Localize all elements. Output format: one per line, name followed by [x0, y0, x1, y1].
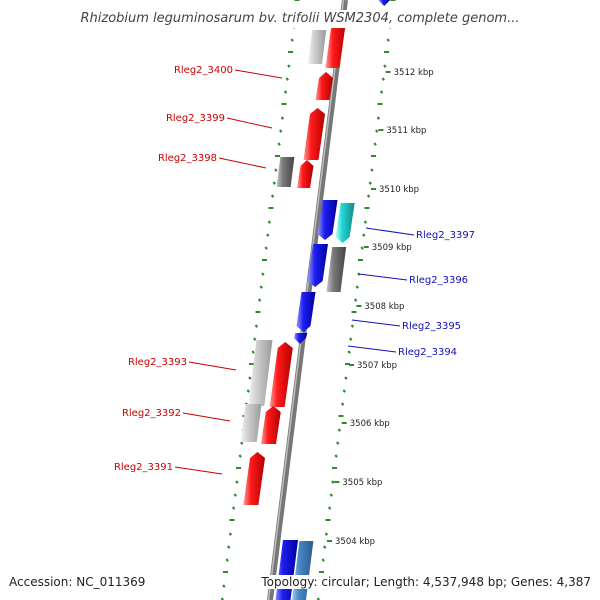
- gene-label-rleg2-3391[interactable]: Rleg2_3391: [114, 462, 173, 473]
- scale-label: 3509 kbp: [372, 243, 412, 253]
- gene-rleg2-3391: [243, 452, 265, 505]
- gene-lgray-3392: [240, 404, 262, 442]
- gene-rleg2-3398: [276, 157, 295, 187]
- leader-line-rleg2-3400: [234, 69, 283, 79]
- leader-line-rleg2-3399: [226, 117, 273, 129]
- scale-label: 3512 kbp: [394, 68, 434, 78]
- gene-red-3398b: [297, 160, 314, 188]
- gene-rleg2-3399: [303, 108, 325, 160]
- scale-label: 3507 kbp: [357, 361, 397, 371]
- gene-rleg2-3394: [294, 333, 308, 344]
- gene-cyan-3397: [335, 203, 355, 243]
- map-title: Rhizobium leguminosarum bv. trifolii WSM…: [0, 10, 600, 28]
- scale-label: 3505 kbp: [342, 478, 382, 488]
- leader-line-rleg2-3395: [351, 319, 401, 327]
- accession-text: Accession: NC_011369: [9, 575, 146, 589]
- scale-label: 3504 kbp: [335, 537, 375, 547]
- gene-label-rleg2-3395[interactable]: Rleg2_3395: [402, 321, 461, 332]
- gene-lightgray-top: [308, 30, 327, 64]
- gene-label-rleg2-3396[interactable]: Rleg2_3396: [409, 275, 468, 286]
- dotted-guide-right: [316, 0, 396, 600]
- gene-rleg2-3392: [261, 406, 281, 444]
- gene-rleg2-3393: [269, 342, 293, 407]
- leader-line-rleg2-3397: [365, 227, 415, 236]
- gene-rleg2-3397: [317, 200, 338, 240]
- leader-line-rleg2-3396: [358, 273, 408, 281]
- leader-line-rleg2-3393: [188, 361, 237, 371]
- gene-rleg2-3395: [296, 292, 316, 332]
- leader-line-rleg2-3392: [182, 412, 231, 422]
- scale-label: 3506 kbp: [350, 419, 390, 429]
- dotted-guide-left: [220, 0, 300, 600]
- gene-gray-3396: [326, 247, 347, 292]
- scale-label: 3511 kbp: [386, 126, 426, 136]
- gene-label-rleg2-3398[interactable]: Rleg2_3398: [158, 153, 217, 164]
- leader-line-rleg2-3398: [218, 157, 267, 169]
- leader-line-rleg2-3391: [174, 466, 223, 475]
- gene-label-rleg2-3400[interactable]: Rleg2_3400: [174, 65, 233, 76]
- scale-label: 3510 kbp: [379, 185, 419, 195]
- gene-label-rleg2-3393[interactable]: Rleg2_3393: [128, 357, 187, 368]
- gene-rleg2-3396: [307, 244, 328, 287]
- gene-label-rleg2-3392[interactable]: Rleg2_3392: [122, 408, 181, 419]
- gene-label-rleg2-3394[interactable]: Rleg2_3394: [398, 347, 457, 358]
- gene-label-rleg2-3397[interactable]: Rleg2_3397: [416, 230, 475, 241]
- gene-label-rleg2-3399[interactable]: Rleg2_3399: [166, 113, 225, 124]
- leader-line-rleg2-3394: [347, 345, 397, 353]
- gene-rleg2-3400: [315, 72, 333, 100]
- gene-lgray-3393: [248, 340, 273, 406]
- gene-blue-top: [378, 0, 391, 6]
- scale-label: 3508 kbp: [364, 302, 404, 312]
- topology-info: Topology: circular; Length: 4,537,948 bp…: [261, 575, 591, 589]
